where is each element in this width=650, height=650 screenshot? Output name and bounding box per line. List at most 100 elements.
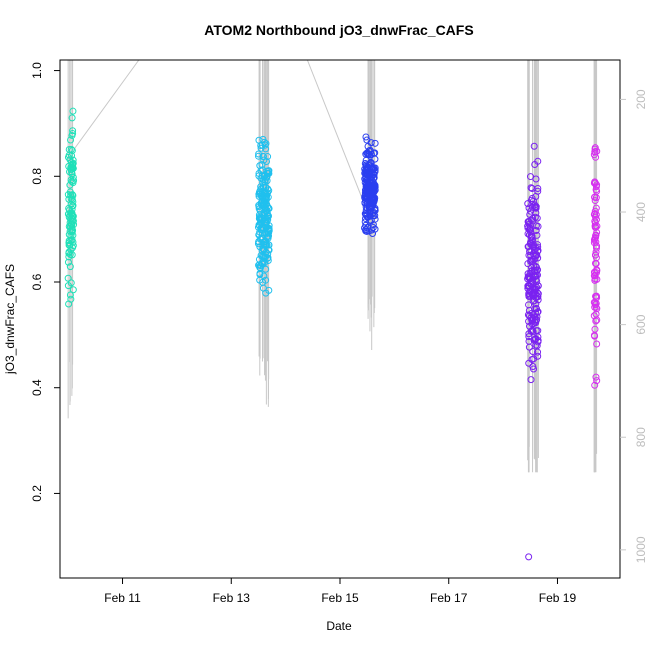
data-point-outlier <box>525 553 533 561</box>
data-point <box>255 152 263 160</box>
data-point <box>525 330 533 338</box>
data-point <box>69 244 77 252</box>
data-point <box>591 223 599 231</box>
data-point <box>592 269 600 277</box>
data-point <box>533 289 541 297</box>
data-point <box>365 227 373 235</box>
data-point <box>532 300 540 308</box>
x-tick-label: Feb 19 <box>539 591 577 605</box>
data-point <box>67 295 75 303</box>
data-point <box>532 309 540 317</box>
data-point <box>67 220 75 228</box>
data-point <box>67 163 75 171</box>
data-point <box>362 210 370 218</box>
data-point <box>262 145 270 153</box>
data-point <box>68 191 76 199</box>
data-point <box>67 136 75 144</box>
data-point <box>69 198 77 206</box>
data-point <box>362 133 370 141</box>
x-tick-label: Feb 13 <box>213 591 251 605</box>
data-point <box>593 228 601 236</box>
data-point <box>264 193 272 201</box>
data-point <box>68 177 76 185</box>
data-point <box>529 236 537 244</box>
data-point <box>371 225 379 233</box>
data-point <box>525 293 533 301</box>
y-tick-label: 1.0 <box>30 62 44 79</box>
data-point <box>265 225 273 233</box>
data-point <box>371 139 379 147</box>
data-point <box>258 260 266 268</box>
data-point <box>363 227 371 235</box>
y-tick-label: 0.6 <box>30 273 44 290</box>
data-point <box>65 145 73 153</box>
data-point <box>67 232 75 240</box>
x-tick-label: Feb 11 <box>104 591 141 605</box>
y-tick-label: 0.8 <box>30 168 44 185</box>
right-tick-label: 600 <box>634 314 648 334</box>
data-point <box>591 148 599 156</box>
data-point <box>530 267 538 275</box>
data-point <box>65 253 73 261</box>
data-point <box>590 236 598 244</box>
right-axis: 200 400 600 800 1000 <box>620 89 648 563</box>
data-point <box>261 193 269 201</box>
right-tick-label: 400 <box>634 202 648 222</box>
data-point <box>591 325 599 333</box>
data-point <box>534 348 542 356</box>
data-point <box>67 279 75 287</box>
x-axis: Feb 11 Feb 13 Feb 15 Feb 17 Feb 19 <box>104 578 576 605</box>
data-point <box>527 173 535 181</box>
data-point <box>259 135 267 143</box>
data-point <box>524 275 532 283</box>
data-point <box>527 240 535 248</box>
data-point <box>261 205 269 213</box>
data-point <box>66 263 74 271</box>
data-point <box>524 311 532 319</box>
data-point <box>529 347 537 355</box>
right-tick-label: 1000 <box>634 536 648 563</box>
data-point <box>264 153 272 161</box>
data-point <box>260 272 268 280</box>
data-point <box>591 251 599 259</box>
transit-line <box>73 59 140 151</box>
data-point <box>363 176 371 184</box>
data-point <box>256 187 264 195</box>
chart-title: ATOM2 Northbound jO3_dnwFrac_CAFS <box>204 22 473 38</box>
data-point <box>365 150 373 158</box>
data-point <box>528 216 536 224</box>
data-point <box>257 183 265 191</box>
y-axis-title: jO3_dnwFrac_CAFS <box>3 264 17 375</box>
data-point <box>592 299 600 307</box>
data-point <box>261 254 269 262</box>
data-point <box>255 136 263 144</box>
data-point <box>530 142 538 150</box>
data-point <box>533 278 541 286</box>
data-point <box>367 139 375 147</box>
data-points <box>64 107 601 561</box>
data-point <box>531 252 539 260</box>
data-point <box>530 336 538 344</box>
data-point <box>532 267 540 275</box>
data-point <box>68 114 76 122</box>
data-point <box>263 241 271 249</box>
data-point <box>69 202 77 210</box>
data-point <box>534 187 542 195</box>
data-point <box>524 222 532 230</box>
data-point <box>361 218 369 226</box>
data-point <box>366 160 374 168</box>
data-point <box>256 270 264 278</box>
data-point <box>527 376 535 384</box>
data-point <box>65 210 73 218</box>
data-point <box>527 184 535 192</box>
data-point <box>530 284 538 292</box>
data-point <box>68 152 76 160</box>
data-point <box>529 217 537 225</box>
data-point <box>367 190 375 198</box>
data-point <box>366 170 374 178</box>
data-point <box>526 274 534 282</box>
x-tick-label: Feb 17 <box>430 591 468 605</box>
data-point <box>527 257 535 265</box>
data-point <box>592 153 600 161</box>
